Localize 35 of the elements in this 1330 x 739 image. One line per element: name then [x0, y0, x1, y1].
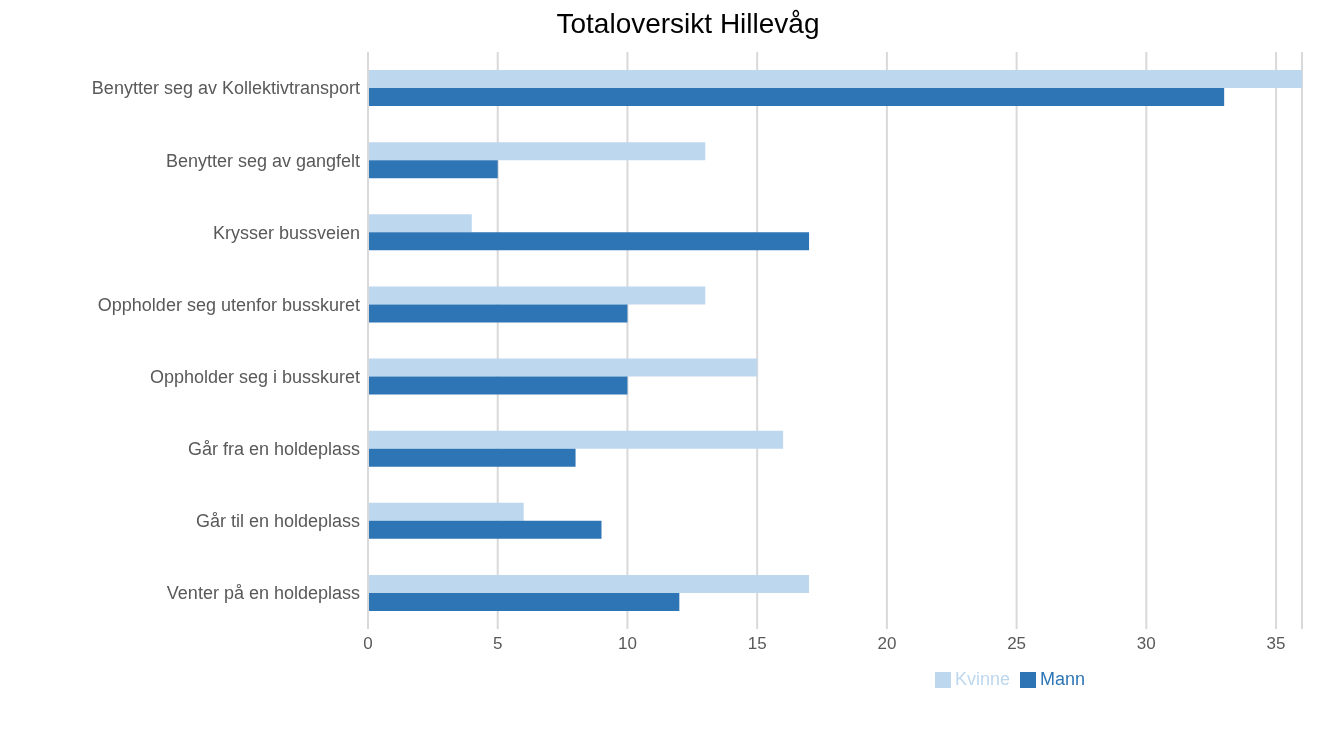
y-tick-label: Benytter seg av Kollektivtransport	[91, 78, 360, 99]
bar	[368, 430, 784, 449]
bar	[368, 376, 628, 395]
bar	[368, 232, 810, 251]
y-tick-label: Benytter seg av gangfelt	[165, 150, 360, 171]
bar	[368, 574, 810, 593]
y-tick-label: Oppholder seg utenfor busskuret	[97, 294, 360, 315]
y-tick-label: Venter på en holdeplass	[166, 583, 360, 604]
x-tick-label: 15	[747, 634, 767, 654]
legend-label: Mann	[1040, 669, 1086, 689]
y-tick-label: Går til en holdeplass	[195, 511, 360, 532]
bar	[368, 358, 758, 377]
x-tick-label: 5	[492, 634, 503, 654]
x-tick-label: 35	[1266, 634, 1286, 654]
chart-title: Totaloversikt Hillevåg	[555, 8, 821, 40]
y-tick-label: Oppholder seg i busskuret	[149, 366, 360, 387]
bar	[368, 160, 498, 179]
x-tick-label: 0	[363, 634, 373, 654]
y-tick-label: Krysser bussveien	[212, 222, 360, 243]
legend-label: Kvinne	[954, 669, 1010, 689]
bar	[368, 502, 524, 521]
x-tick-label: 30	[1136, 634, 1156, 654]
x-tick-label: 25	[1007, 634, 1027, 654]
bar	[368, 448, 576, 467]
bar	[368, 286, 706, 305]
bar	[368, 214, 472, 233]
bar	[368, 520, 602, 539]
x-tick-label: 20	[877, 634, 897, 654]
bar	[368, 70, 1302, 89]
bar	[368, 142, 706, 161]
y-tick-label: Går fra en holdeplass	[187, 439, 360, 460]
bar	[368, 592, 680, 611]
x-tick-label: 10	[617, 634, 637, 654]
bar	[368, 304, 628, 323]
bar	[368, 88, 1225, 107]
